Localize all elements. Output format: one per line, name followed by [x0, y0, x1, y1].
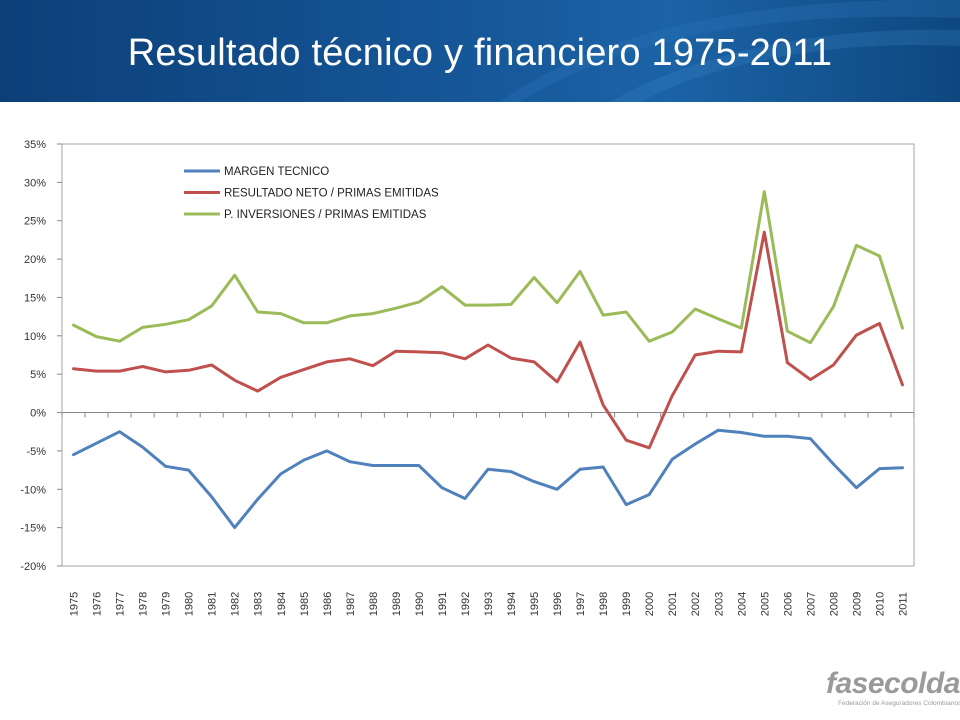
fasecolda-logo: fasecolda Federación de Aseguradores Col…: [826, 667, 960, 712]
x-tick-label: 1982: [230, 592, 242, 616]
x-tick-label: 1991: [437, 592, 449, 616]
y-tick-label: 0%: [30, 408, 46, 420]
series-line-1: [72, 428, 904, 530]
x-tick-label: 1990: [414, 592, 426, 616]
y-tick-label: -10%: [20, 484, 46, 496]
x-tick-label: 1997: [575, 592, 587, 616]
y-tick-label: 20%: [24, 254, 46, 266]
x-tick-label: 2006: [782, 592, 794, 616]
title-banner: Resultado técnico y financiero 1975-2011: [0, 0, 960, 102]
plot-area-border: [61, 143, 915, 567]
x-tick-label: 1984: [276, 592, 288, 616]
x-tick-label: 1983: [253, 592, 265, 616]
logo-wordmark: fasecolda: [826, 667, 960, 700]
x-tick-label: 2002: [690, 592, 702, 616]
x-tick-label: 1981: [207, 592, 219, 616]
x-axis: 1975 1976 1977 1978 1979 1980 1981 1982 1983 1984…: [61, 412, 915, 616]
legend: MARGEN TECNICO RESULTADO NETO / PRIMAS EM…: [184, 166, 439, 221]
x-tick-label: 1998: [598, 592, 610, 616]
x-tick-label: 2011: [897, 592, 909, 616]
x-tick-label: 1989: [391, 592, 403, 616]
x-tick-label: 1980: [184, 592, 196, 616]
y-axis: 35% 30% 25% 20% 15% 10% 5% 0% -5% -10% -15% -20%: [20, 139, 62, 573]
x-tick-label: 1993: [483, 592, 495, 616]
x-tick-label: 2008: [828, 592, 840, 616]
x-tick-label: 1994: [506, 592, 518, 616]
y-tick-label: 25%: [24, 216, 46, 228]
x-tick-label: 1999: [621, 592, 633, 616]
legend-label: RESULTADO NETO / PRIMAS EMITIDAS: [224, 188, 439, 200]
x-tick-label: 2010: [874, 592, 886, 616]
y-tick-label: -5%: [26, 446, 46, 458]
series-line-2: [72, 230, 904, 450]
x-tick-label: 1986: [322, 592, 334, 616]
chart-frame: [61, 143, 915, 567]
logo-subtitle: Federación de Aseguradores Colombianos: [838, 700, 960, 707]
x-tick-label: 1977: [115, 592, 127, 616]
x-tick-label: 1996: [552, 592, 564, 616]
x-tick-label: 2005: [759, 592, 771, 616]
page-title: Resultado técnico y financiero 1975-2011: [127, 32, 833, 74]
x-tick-label: 1978: [138, 592, 150, 616]
y-tick-label: 35%: [24, 139, 46, 151]
y-tick-label: -15%: [20, 523, 46, 535]
x-tick-label: 2009: [851, 592, 863, 616]
y-tick-label: 15%: [24, 292, 46, 304]
y-tick-label: 5%: [30, 369, 46, 381]
x-tick-label: 1987: [345, 592, 357, 616]
series-layer: [72, 190, 904, 530]
x-tick-label: 1976: [92, 592, 104, 616]
x-tick-label: 2007: [805, 592, 817, 616]
y-tick-label: 30%: [24, 177, 46, 189]
x-tick-label: 2003: [713, 592, 725, 616]
x-tick-label: 1985: [299, 592, 311, 616]
x-tick-label: 1995: [529, 592, 541, 616]
x-tick-label: 1992: [460, 592, 472, 616]
x-tick-label: 1975: [69, 592, 81, 616]
legend-label: MARGEN TECNICO: [224, 166, 329, 178]
x-tick-label: 1979: [161, 592, 173, 616]
x-tick-label: 2000: [644, 592, 656, 616]
y-tick-label: 10%: [24, 331, 46, 343]
x-tick-label: 1988: [368, 592, 380, 616]
y-tick-label: -20%: [20, 561, 46, 573]
banner-swirl-decoration: [500, 0, 960, 102]
x-tick-label: 2001: [667, 592, 679, 616]
x-tick-label: 2004: [736, 592, 748, 616]
legend-label: P. INVERSIONES / PRIMAS EMITIDAS: [224, 209, 427, 221]
